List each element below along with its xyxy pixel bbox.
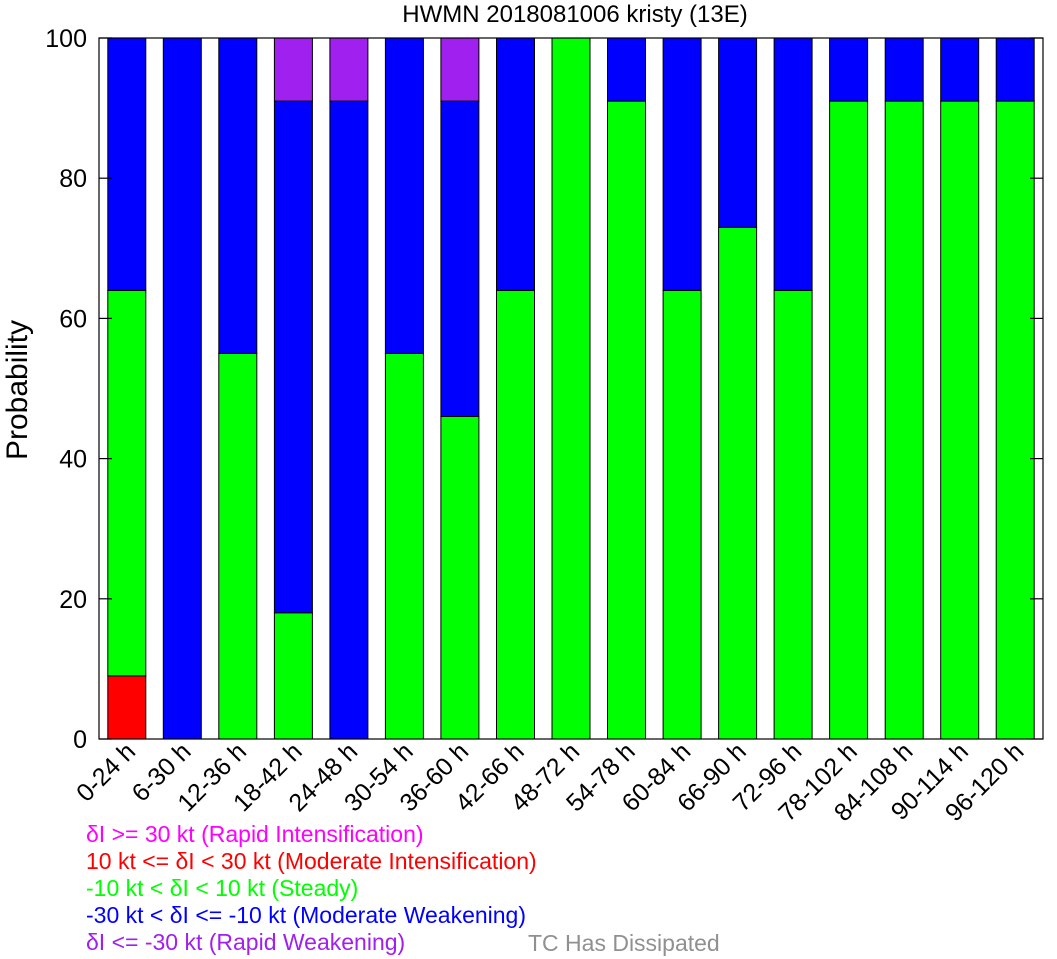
y-tick-label: 40 — [59, 446, 87, 474]
legend-entry: -10 kt < δI < 10 kt (Steady) — [86, 875, 358, 901]
legend-entry: δI >= 30 kt (Rapid Intensification) — [86, 821, 424, 847]
legend-dissipated: TC Has Dissipated — [528, 930, 720, 956]
bar-segment-rw — [440, 37, 480, 102]
bar-segment-st — [551, 37, 591, 740]
bar-segment-mw — [940, 37, 980, 102]
bar-segment-rw — [273, 37, 313, 102]
legend-entry: 10 kt <= δI < 30 kt (Moderate Intensific… — [86, 848, 537, 874]
bar-segment-mw — [718, 37, 758, 228]
bar-segment-mw — [496, 37, 535, 291]
y-tick-label: 0 — [73, 726, 87, 754]
bar-segment-st — [107, 289, 147, 677]
bar-segment-mw — [662, 37, 702, 291]
legend-entry: -30 kt < δI <= -10 kt (Moderate Weakenin… — [86, 902, 526, 928]
bar-segment-mw — [607, 37, 646, 102]
bar-segment-st — [384, 352, 424, 740]
y-tick-label: 100 — [45, 25, 87, 53]
bar-segment-st — [995, 100, 1035, 740]
bar-segment-st — [440, 416, 480, 740]
bar-segment-st — [829, 100, 869, 740]
legend: δI >= 30 kt (Rapid Intensification)10 kt… — [86, 821, 720, 956]
bar-segment-st — [218, 352, 258, 740]
bar-segment-st — [273, 612, 313, 740]
bars-group — [107, 37, 1035, 740]
legend-entry: δI <= -30 kt (Rapid Weakening) — [86, 929, 405, 955]
bar-segment-st — [662, 289, 702, 740]
bar-segment-mw — [829, 37, 869, 102]
bar-segment-st — [718, 226, 758, 740]
y-tick-label: 60 — [59, 305, 87, 333]
chart-title: HWMN 2018081006 kristy (13E) — [402, 1, 747, 28]
bar-segment-st — [940, 100, 980, 740]
bar-segment-mw — [773, 37, 813, 291]
bar-segment-mw — [440, 100, 480, 417]
bar-segment-mw — [995, 37, 1035, 102]
bar-segment-mw — [107, 37, 147, 291]
y-axis-label: Probability — [1, 320, 34, 460]
y-tick-label: 80 — [59, 165, 87, 193]
bar-segment-mi — [107, 675, 147, 740]
bar-segment-mw — [273, 100, 313, 614]
bar-segment-rw — [329, 37, 369, 102]
bar-segment-mw — [329, 100, 369, 740]
plot-frame — [98, 37, 1044, 740]
bar-segment-st — [773, 289, 813, 740]
bar-segment-mw — [884, 37, 924, 102]
bar-segment-st — [607, 100, 646, 740]
y-tick-label: 20 — [59, 586, 87, 614]
bar-segment-mw — [162, 37, 202, 740]
bar-segment-mw — [218, 37, 258, 354]
bar-segment-st — [884, 100, 924, 740]
bar-segment-mw — [384, 37, 424, 354]
bar-segment-st — [496, 289, 535, 740]
